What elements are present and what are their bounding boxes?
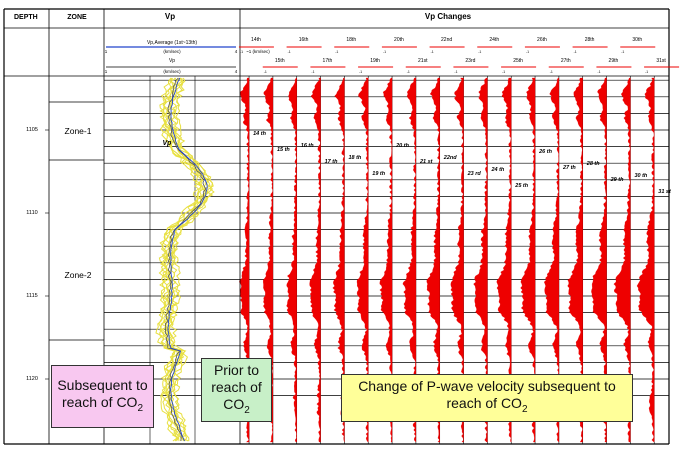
track-labels: 14 th 15 th 16 th 17 th 18 th 19 th 20 th 21 st… [253, 131, 672, 195]
vp-change-unit: ~1 (km/sec) [246, 49, 270, 54]
vp-curve-label: Vp [163, 140, 173, 147]
vp-curve-subsequent [169, 77, 214, 442]
track-label: 19 th [372, 171, 385, 177]
track-top-unit: -1 [288, 50, 291, 54]
vp-average-unit: (km/sec) [163, 49, 181, 54]
track-label: 15 th [277, 147, 290, 153]
track-label: 28 th [586, 161, 600, 167]
track-label: 14 th [253, 131, 266, 137]
track-top-label: 28th [585, 37, 595, 43]
track-label: 31 st [658, 189, 672, 195]
track-top-label: 18th [346, 37, 356, 43]
track-bottom-label: 23rd [465, 58, 475, 64]
track-top-label: 22nd [441, 37, 452, 43]
vp-curves [155, 77, 215, 442]
track-label: 25 th [514, 183, 528, 189]
callout-prior-subscript: 2 [244, 404, 250, 416]
track-bottom-label: 27th [561, 58, 571, 64]
track-top-unit: -1 [431, 50, 434, 54]
vp-average-scale-label: Vp,Average (1st~13th) [147, 40, 197, 46]
vp-change-fill [309, 77, 321, 443]
vp-curve-subsequent [155, 77, 202, 442]
track-label: 16 th [301, 143, 314, 149]
callout-change: Change of P-wave velocity subsequent to … [341, 374, 633, 422]
track-top-unit: -1 [621, 50, 624, 54]
depth-label-1115: 1115 [26, 293, 37, 299]
track-top-label: 26th [537, 37, 547, 43]
track-top-label: 16th [299, 37, 309, 43]
track-top-unit: -1 [383, 50, 386, 54]
vp-scale-label: Vp [169, 58, 175, 64]
vp-average-min: 1 [105, 49, 108, 54]
callout-change-text: Change of P-wave velocity subsequent to … [358, 378, 616, 412]
track-bottom-unit: -1 [454, 70, 457, 74]
track-bottom-label: 29th [609, 58, 619, 64]
vp-curve-subsequent [160, 77, 204, 442]
track-bottom-unit: -1 [264, 70, 267, 74]
callout-subsequent-text: Subsequent to reach of CO [57, 376, 148, 410]
depth-header: DEPTH [14, 14, 38, 21]
track-top-label: 20th [394, 37, 404, 43]
vp-change-fill [263, 77, 274, 443]
depth-label-1105: 1105 [26, 127, 38, 133]
track-top-label: 24th [489, 37, 499, 43]
vp-change-fill [636, 77, 655, 443]
track-header-labels: 14th-115th-116th-117th-118th-119th-120th… [238, 37, 680, 74]
track-bottom-unit: -1 [597, 70, 600, 74]
track-bottom-unit: -1 [645, 70, 648, 74]
track-top-label: 14th [251, 37, 261, 43]
track-bottom-unit: -1 [550, 70, 553, 74]
track-label: 20 th [395, 143, 409, 149]
callout-subsequent: Subsequent to reach of CO2 [51, 365, 154, 428]
track-bottom-label: 31st [656, 58, 666, 64]
track-bottom-unit: -1 [359, 70, 362, 74]
track-label: 26 th [538, 149, 552, 155]
depth-label-1120: 1120 [26, 376, 38, 382]
zone-header: ZONE [67, 14, 87, 21]
track-label: 21 st [419, 159, 434, 165]
vp-curve-subsequent [170, 77, 215, 441]
track-label: 30 th [634, 173, 647, 179]
track-label: 23 rd [467, 171, 482, 177]
track-top-unit: -1 [335, 50, 338, 54]
track-bottom-label: 19th [370, 58, 380, 64]
callout-change-subscript: 2 [521, 403, 528, 415]
track-top-label: 30th [632, 37, 642, 43]
track-bottom-label: 25th [513, 58, 523, 64]
callout-prior-text: Prior to reach of CO [211, 361, 262, 412]
track-label: 22nd [443, 155, 457, 161]
track-top-unit: -1 [478, 50, 481, 54]
vp-min: 1 [105, 69, 108, 74]
track-top-unit: -1 [240, 50, 243, 54]
vp-changes-header: Vp Changes [425, 12, 472, 21]
track-bottom-unit: -1 [407, 70, 410, 74]
callout-prior: Prior to reach of CO2 [201, 358, 272, 422]
track-label: 29 th [610, 177, 624, 183]
vp-curve-prior [164, 77, 207, 441]
track-top-unit: -1 [526, 50, 529, 54]
callout-subsequent-subscript: 2 [137, 402, 144, 414]
track-label: 17 th [325, 159, 338, 165]
vp-average-curve [167, 77, 208, 442]
vp-change-fill [286, 77, 297, 443]
zone-1-label: Zone-1 [65, 126, 92, 136]
track-label: 27 th [562, 165, 576, 171]
track-top-unit: -1 [574, 50, 577, 54]
track-bottom-label: 15th [275, 58, 285, 64]
vp-max: 4 [235, 69, 238, 74]
zone-2-label: Zone-2 [65, 270, 92, 280]
track-label: 18 th [348, 155, 361, 161]
track-bottom-label: 17th [323, 58, 333, 64]
vp-average-max: 4 [235, 49, 238, 54]
track-label: 24 th [490, 167, 504, 173]
depth-label-1110: 1110 [26, 210, 37, 216]
frame [3, 8, 670, 445]
track-bottom-unit: -1 [502, 70, 505, 74]
vp-header: Vp [165, 12, 175, 21]
vp-unit: (km/sec) [163, 69, 181, 74]
vp-change-fills [239, 77, 655, 443]
track-bottom-label: 21st [418, 58, 428, 64]
track-bottom-unit: -1 [311, 70, 314, 74]
